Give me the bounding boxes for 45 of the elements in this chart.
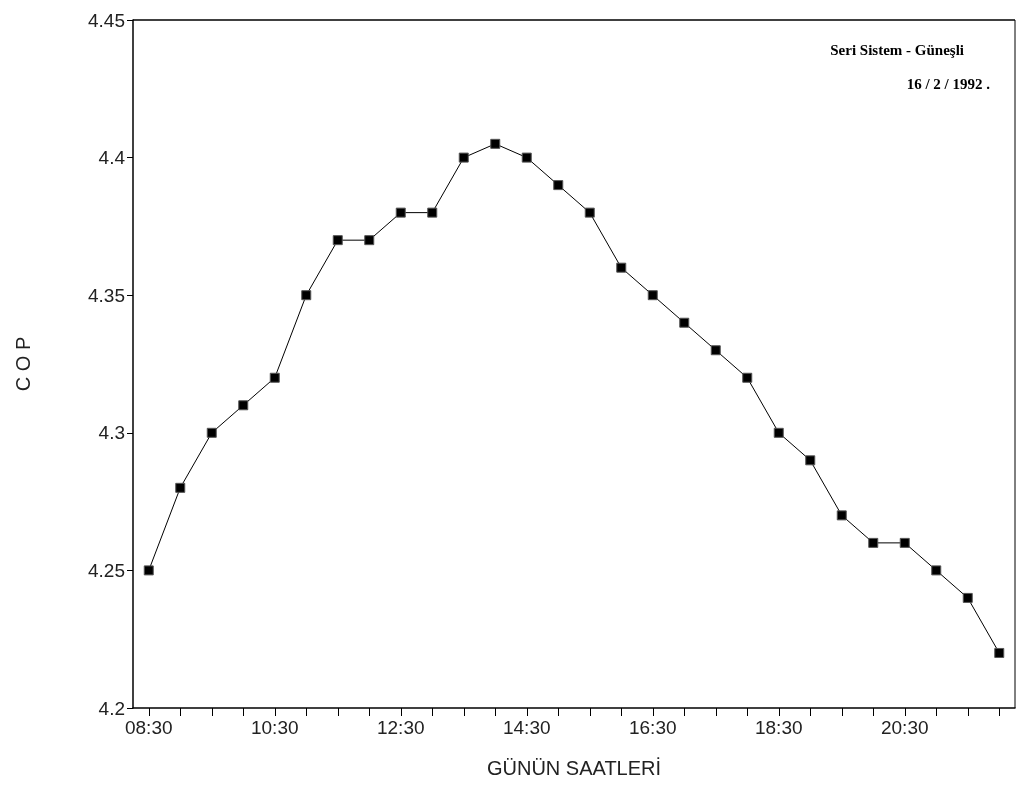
point <box>458 152 469 163</box>
point <box>269 372 280 383</box>
y-tick-label: 4.25 <box>88 559 125 581</box>
point <box>238 400 249 411</box>
x-tick-label: 12:30 <box>376 717 425 738</box>
point <box>836 510 847 521</box>
point <box>301 290 312 301</box>
point <box>742 372 753 383</box>
point <box>679 317 690 328</box>
point <box>805 455 816 466</box>
point <box>647 290 658 301</box>
point <box>143 565 154 576</box>
point <box>616 262 627 273</box>
point <box>868 537 879 548</box>
point <box>175 482 186 493</box>
point <box>773 427 784 438</box>
y-tick-label: 4.3 <box>98 422 125 444</box>
y-tick-label: 4.35 <box>88 284 125 306</box>
point <box>427 207 438 218</box>
point <box>584 207 595 218</box>
point <box>553 180 564 191</box>
x-tick-label: 16:30 <box>628 717 677 738</box>
point <box>364 235 375 246</box>
point <box>899 537 910 548</box>
point <box>206 427 217 438</box>
x-tick-label: 18:30 <box>754 717 803 738</box>
y-axis-title: C O P <box>12 336 34 392</box>
point <box>395 207 406 218</box>
point <box>710 345 721 356</box>
y-tick-label: 4.4 <box>98 147 126 169</box>
x-tick-label: 20:30 <box>880 717 929 738</box>
annotation: Seri Sistem - Güneşli <box>830 41 964 58</box>
point <box>490 138 501 149</box>
point <box>332 235 343 246</box>
point <box>962 592 973 603</box>
annotation: 16 / 2 / 1992 . <box>906 75 991 92</box>
x-tick-label: 10:30 <box>250 717 299 738</box>
y-tick-label: 4.2 <box>98 697 125 719</box>
point <box>521 152 532 163</box>
y-tick-label: 4.45 <box>88 9 125 31</box>
x-tick-label: 08:30 <box>124 717 173 738</box>
x-axis-title: GÜNÜN SAATLERİ <box>486 757 662 779</box>
point <box>931 565 942 576</box>
point <box>994 647 1005 658</box>
x-tick-label: 14:30 <box>502 717 551 738</box>
